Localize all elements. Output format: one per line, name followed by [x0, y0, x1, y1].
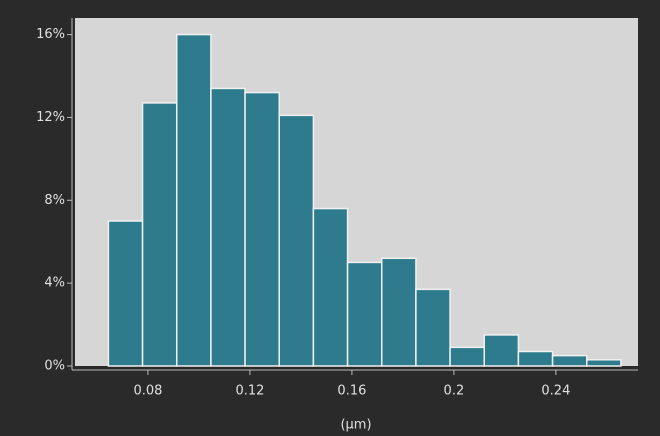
x-tick-label: 0.08 [133, 384, 162, 399]
bar [483, 334, 520, 367]
y-tick-label: 16% [36, 27, 65, 42]
bar [278, 114, 315, 367]
bar [210, 87, 246, 367]
bar [585, 359, 622, 367]
x-tick-label: 0.2 [444, 384, 465, 399]
y-tick-label: 0% [44, 359, 65, 374]
bar [244, 91, 280, 367]
x-tick-label: 0.16 [337, 384, 366, 399]
x-axis-label: (µm) [340, 418, 371, 433]
bar [107, 220, 144, 367]
bar [141, 102, 178, 367]
y-tick-label: 12% [36, 110, 65, 125]
bar [517, 350, 554, 367]
bar [175, 33, 212, 367]
bar [415, 288, 451, 367]
bar [551, 354, 588, 367]
bar [449, 346, 485, 367]
bar [346, 261, 383, 367]
bar [380, 257, 417, 367]
y-tick-label: 8% [44, 193, 65, 208]
x-tick-label: 0.12 [235, 384, 264, 399]
x-tick-label: 0.24 [541, 384, 570, 399]
y-tick-label: 4% [44, 276, 65, 291]
bar [312, 207, 349, 367]
